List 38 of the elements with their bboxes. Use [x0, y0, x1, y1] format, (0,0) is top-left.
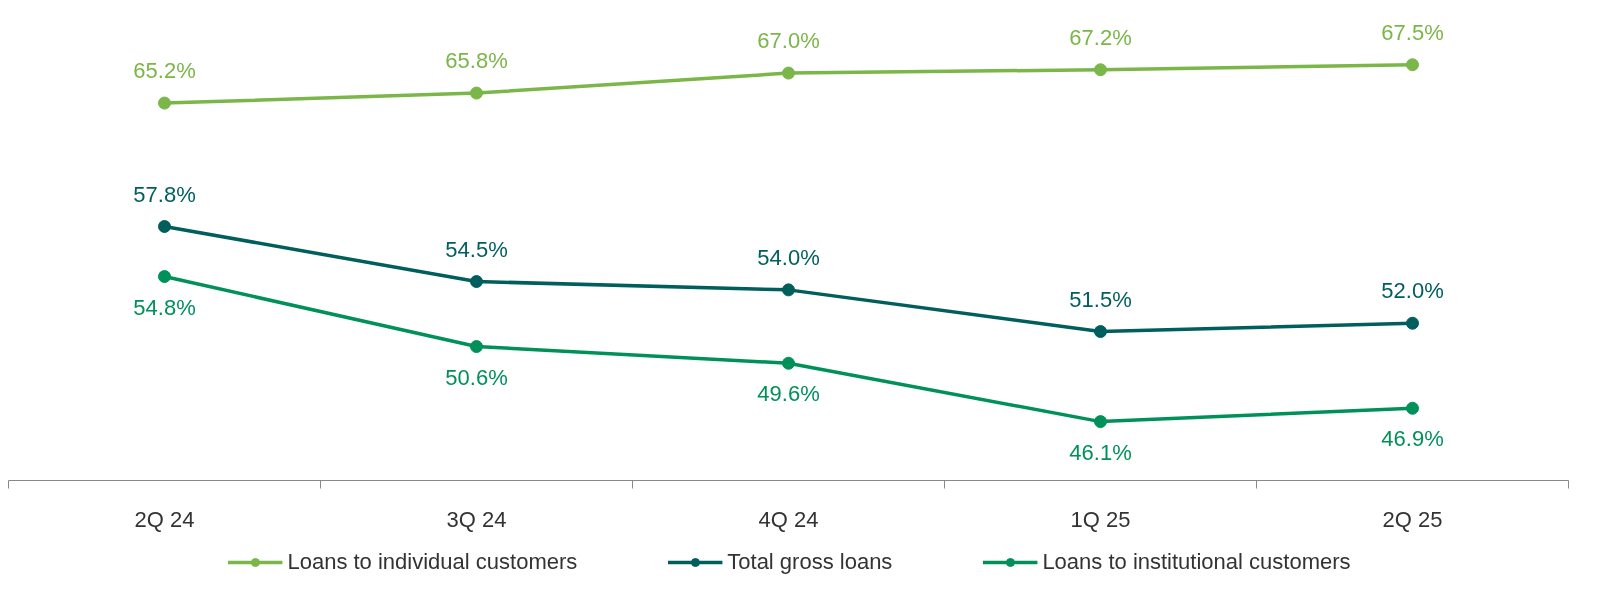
point [1406, 401, 1419, 415]
data-label: 52.0% [1381, 278, 1444, 304]
data-label: 49.6% [757, 381, 820, 407]
point [1094, 325, 1107, 339]
data-label: 67.0% [757, 28, 820, 54]
point [1094, 415, 1107, 429]
data-label: 54.0% [757, 244, 820, 270]
data-label: 50.6% [445, 364, 508, 390]
data-label: 46.1% [1069, 439, 1132, 465]
data-label: 51.5% [1069, 286, 1132, 312]
x-tick-label: 3Q 24 [446, 506, 507, 532]
point [1406, 316, 1419, 330]
data-label: 46.9% [1381, 426, 1444, 452]
data-label: 54.8% [133, 294, 196, 320]
data-label: 67.5% [1381, 19, 1444, 45]
point [158, 96, 171, 110]
data-label: 57.8% [133, 181, 196, 207]
x-tick-label: 4Q 24 [758, 506, 819, 532]
data-label: 67.2% [1069, 24, 1132, 50]
x-tick-label: 1Q 25 [1070, 506, 1131, 532]
point [782, 356, 795, 370]
legend-label: Total gross loans [727, 549, 893, 575]
x-tick-label: 2Q 24 [134, 506, 195, 532]
data-label: 65.2% [133, 58, 196, 84]
point [470, 340, 483, 354]
point [1094, 63, 1107, 77]
point [782, 66, 795, 80]
legend-label: Loans to institutional customers [1042, 549, 1351, 575]
point [782, 283, 795, 297]
point [470, 275, 483, 289]
point [470, 86, 483, 100]
data-label: 65.8% [445, 48, 508, 74]
point [1406, 58, 1419, 72]
data-label: 54.5% [445, 236, 508, 262]
point [158, 220, 171, 233]
legend-label: Loans to individual customers [287, 549, 578, 575]
point [158, 270, 171, 284]
x-tick-label: 2Q 25 [1382, 506, 1443, 532]
